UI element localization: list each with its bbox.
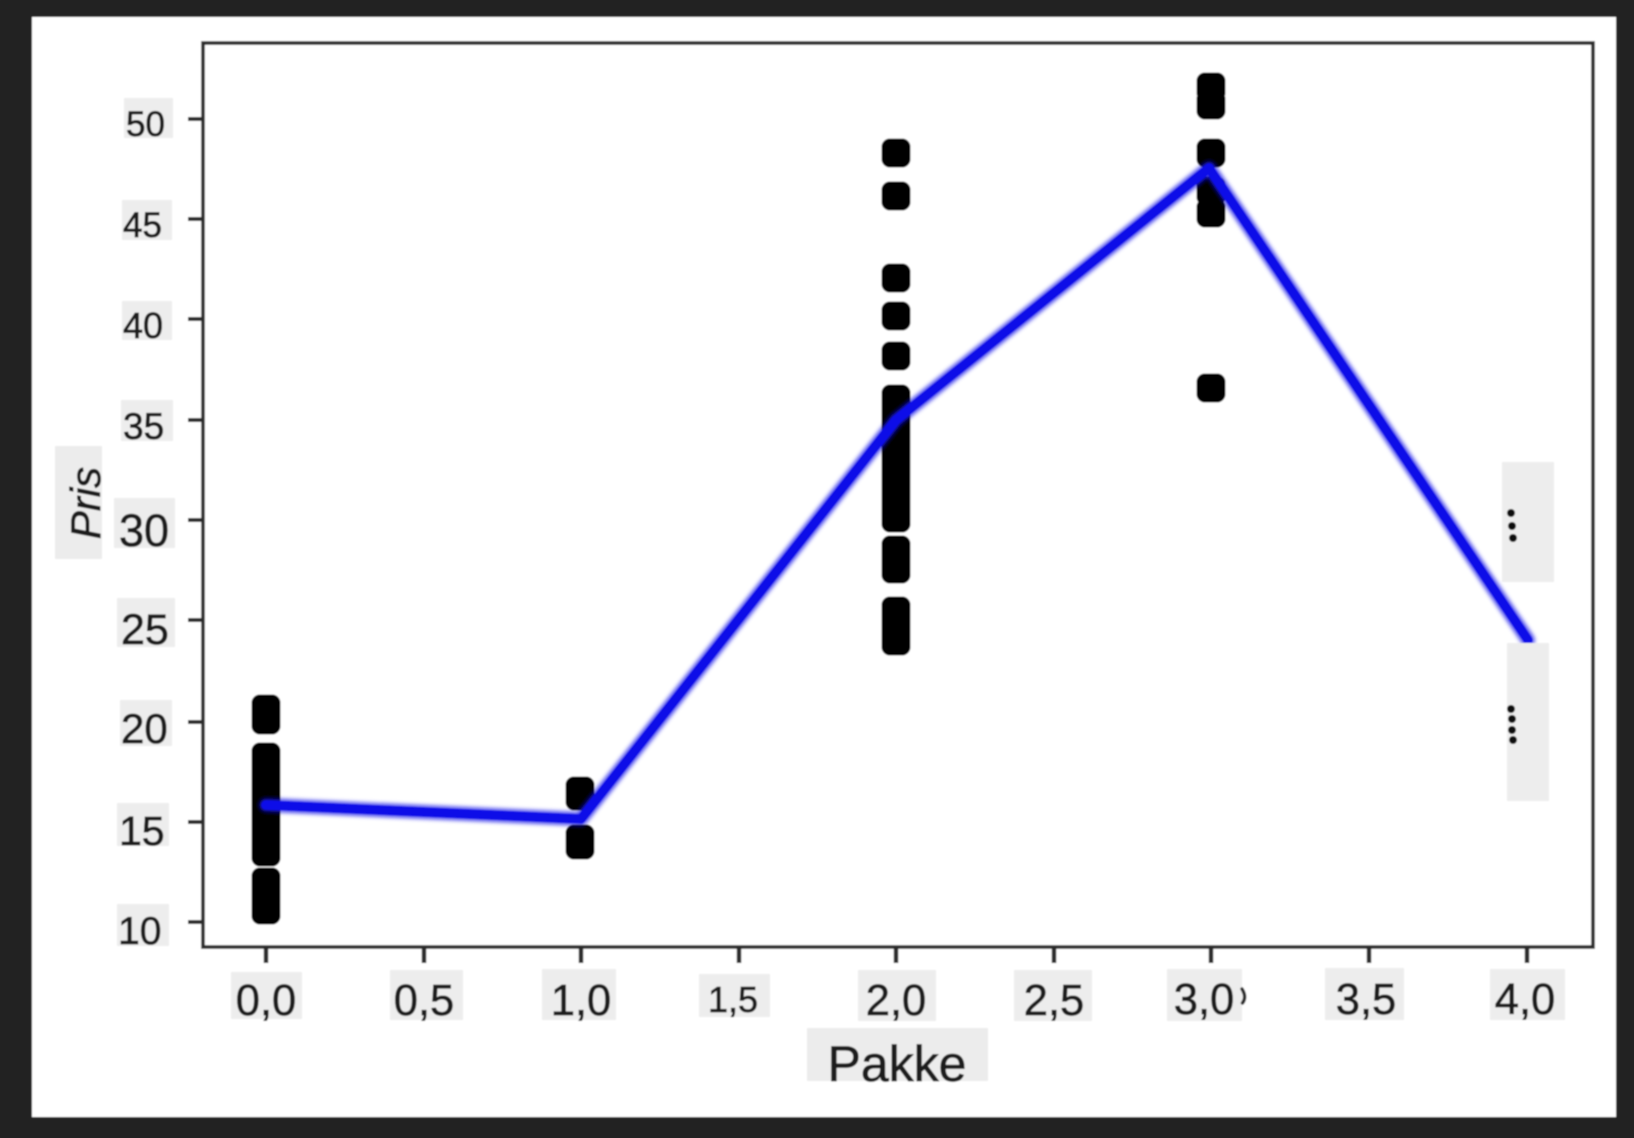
svg-text:20: 20 — [121, 705, 168, 752]
svg-text:2,5: 2,5 — [1024, 977, 1084, 1025]
svg-text:0,5: 0,5 — [394, 977, 454, 1025]
svg-text:3,5: 3,5 — [1336, 976, 1396, 1024]
svg-text:3,0: 3,0 — [1174, 976, 1234, 1024]
svg-text:10: 10 — [118, 910, 161, 953]
svg-text:2,0: 2,0 — [866, 977, 926, 1025]
svg-text:Pris: Pris — [62, 467, 109, 539]
svg-text:45: 45 — [123, 206, 162, 245]
svg-text:35: 35 — [123, 406, 164, 447]
svg-text:4,0: 4,0 — [1495, 976, 1555, 1024]
svg-text:1,0: 1,0 — [551, 977, 611, 1025]
svg-text:40: 40 — [123, 305, 163, 346]
svg-text:15: 15 — [119, 808, 165, 854]
svg-text:30: 30 — [119, 505, 169, 556]
svg-text:25: 25 — [121, 606, 169, 654]
svg-text:1,5: 1,5 — [708, 979, 758, 1020]
svg-text:0,0: 0,0 — [236, 977, 296, 1025]
svg-text:50: 50 — [126, 105, 165, 144]
svg-text:Pakke: Pakke — [828, 1036, 967, 1092]
